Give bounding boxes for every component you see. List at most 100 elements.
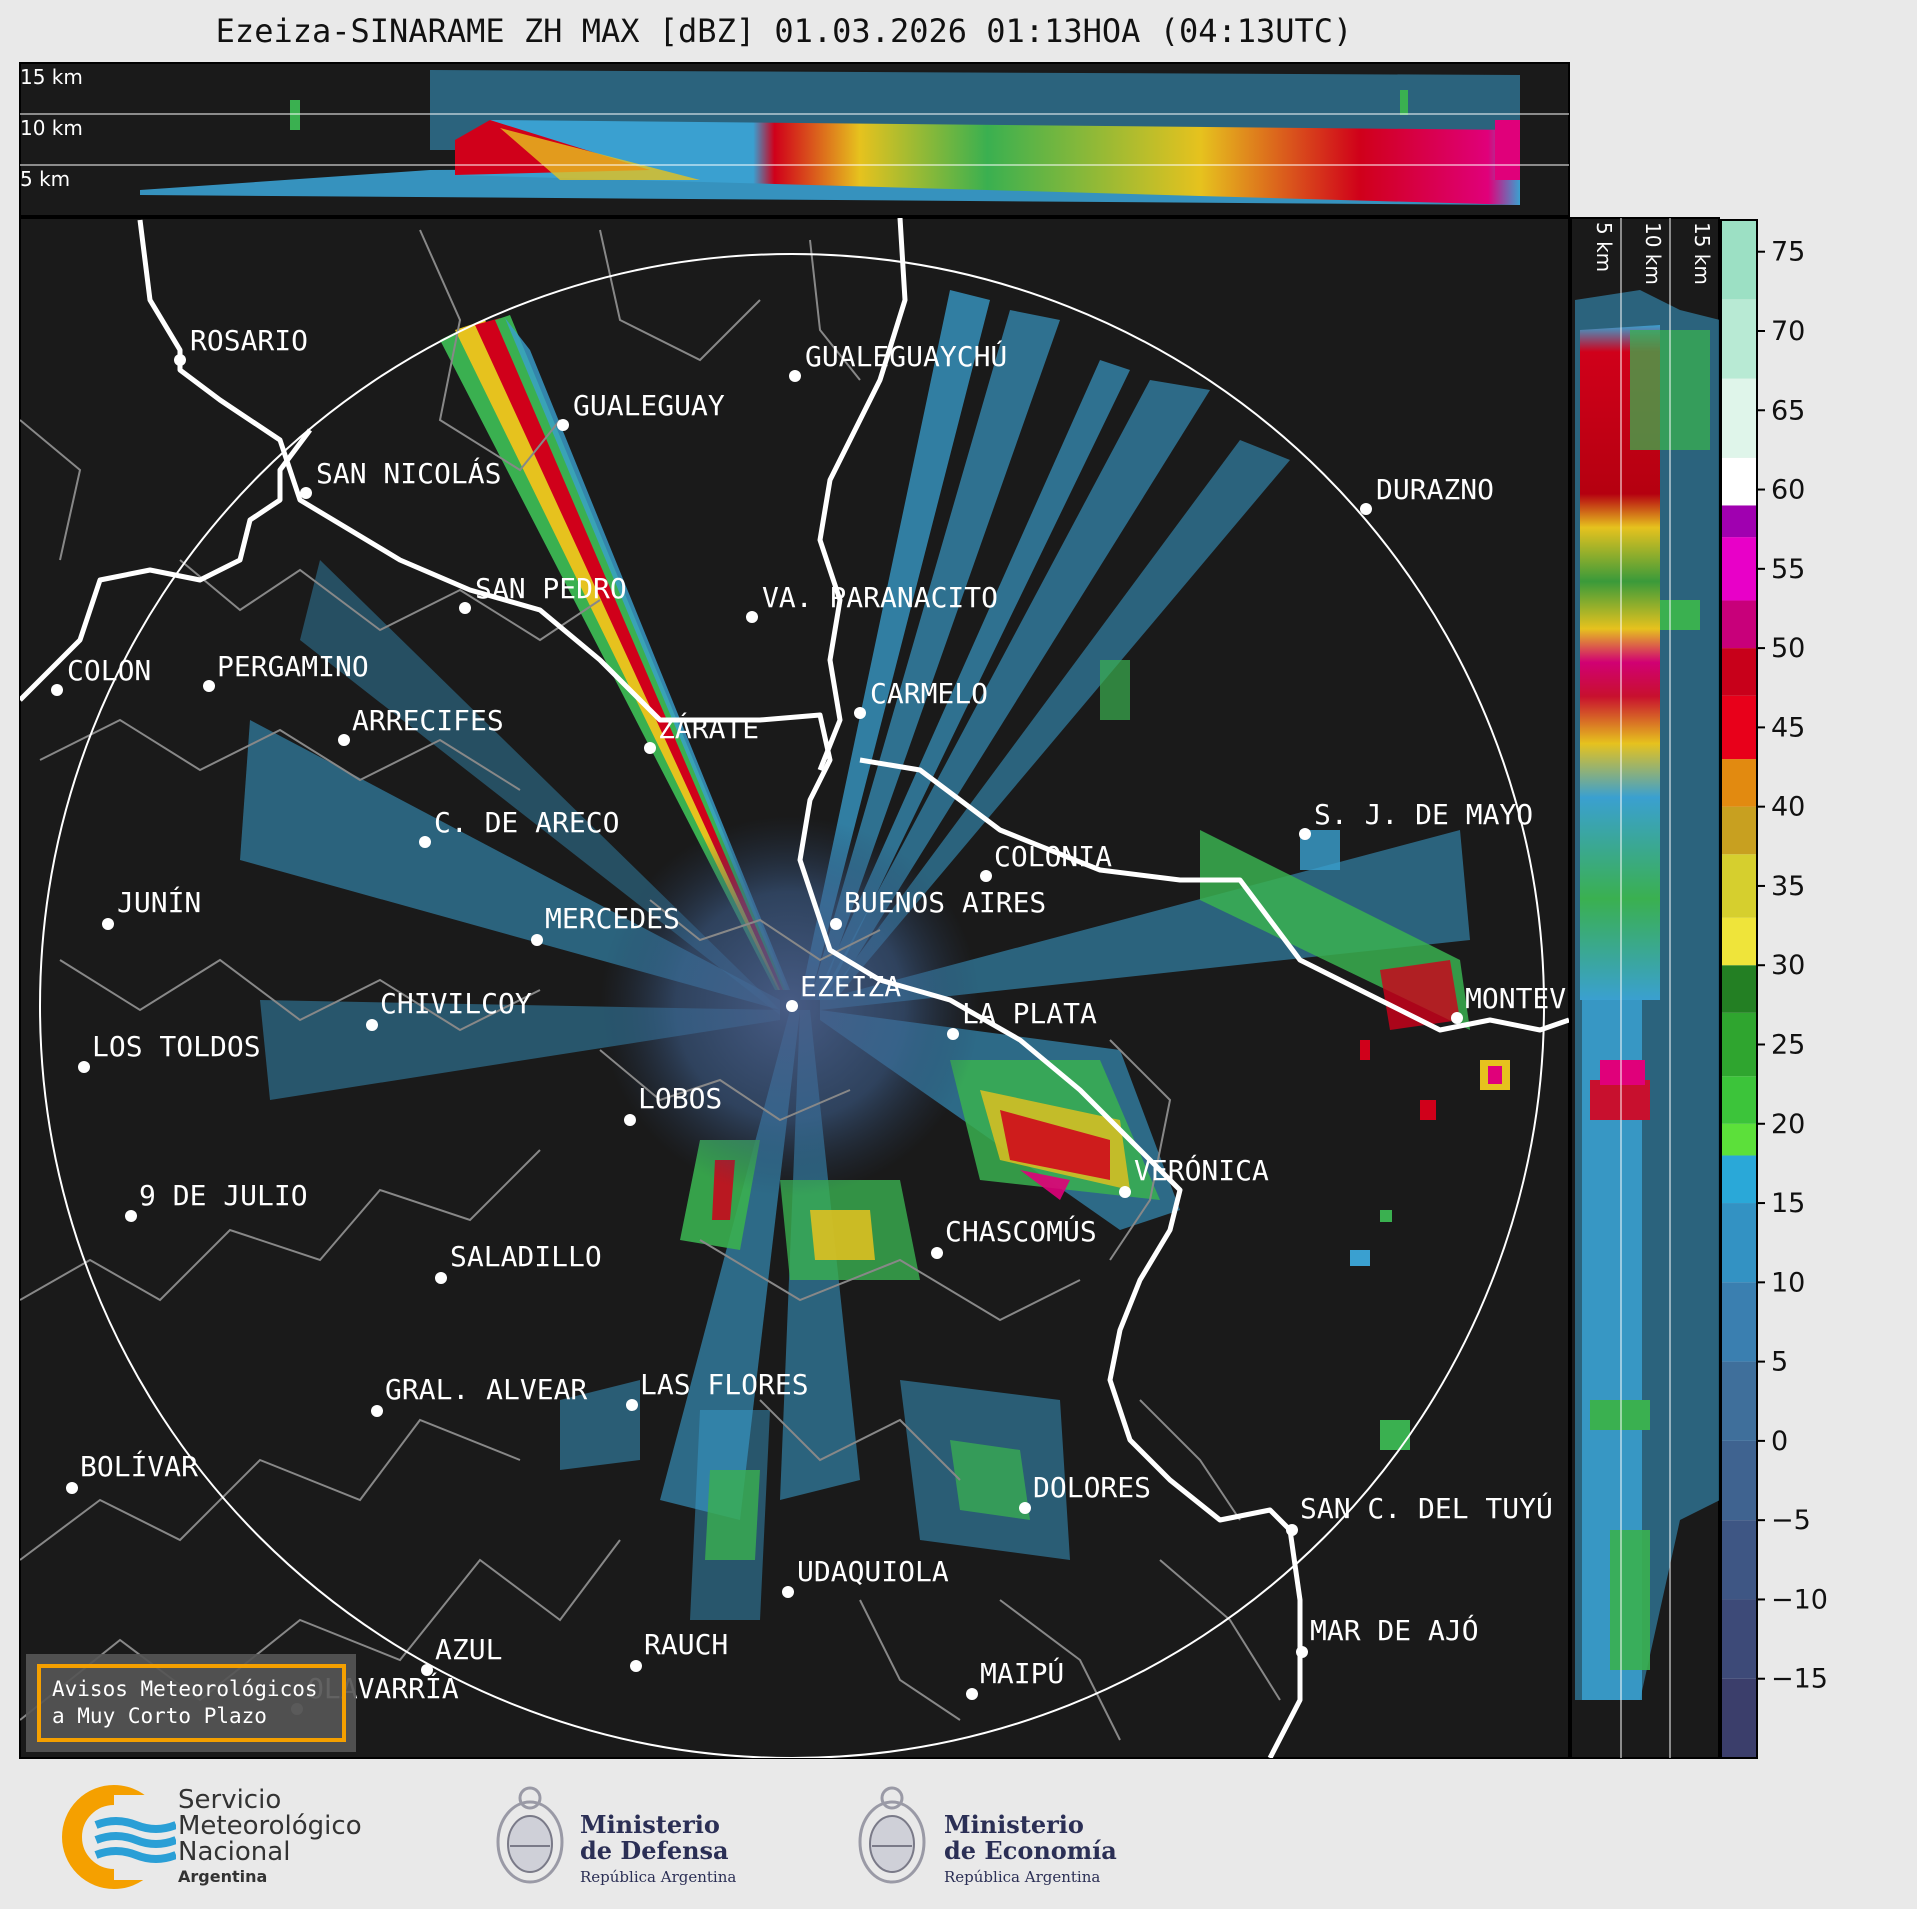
colorbar-segment <box>1721 537 1757 601</box>
economia-sub: República Argentina <box>944 1868 1101 1886</box>
city-marker[interactable]: LA PLATA <box>947 997 1097 1040</box>
smn-logo[interactable]: Servicio Meteorológico Nacional Argentin… <box>56 1785 396 1895</box>
city-marker[interactable]: MAR DE AJÓ <box>1296 1613 1479 1658</box>
city-marker[interactable]: VERÓNICA <box>1119 1153 1269 1198</box>
city-label: UDAQUIOLA <box>797 1555 949 1588</box>
city-marker[interactable]: UDAQUIOLA <box>782 1555 949 1598</box>
colorbar-tick-label: 5 <box>1771 1347 1788 1378</box>
province-borders <box>20 229 1281 1741</box>
city-label: LAS FLORES <box>640 1368 809 1401</box>
colorbar-segment <box>1721 1155 1757 1204</box>
city-label: JUNÍN <box>117 885 201 919</box>
smn-name-line1: Servicio <box>178 1785 282 1815</box>
colorbar-segment <box>1721 1440 1757 1521</box>
city-label: SAN C. DEL TUYÚ <box>1300 1491 1553 1525</box>
city-marker[interactable]: RAUCH <box>630 1628 728 1672</box>
avisos-label-line2: a Muy Corto Plazo <box>52 1704 267 1728</box>
city-marker[interactable]: DURAZNO <box>1360 473 1494 515</box>
city-marker[interactable]: BOLÍVAR <box>66 1449 198 1494</box>
city-label: DURAZNO <box>1376 473 1494 506</box>
side-height-label: 10 km <box>1641 222 1665 285</box>
city-label: MONTEV <box>1465 982 1566 1015</box>
colorbar-segment <box>1721 854 1757 918</box>
city-marker[interactable]: DOLORES <box>1019 1471 1151 1514</box>
city-label: PERGAMINO <box>217 650 369 683</box>
city-marker[interactable]: GUALEGUAYCHÚ <box>789 339 1007 382</box>
city-marker[interactable]: ZÁRATE <box>644 711 759 754</box>
radar-echoes <box>240 290 1510 1620</box>
city-marker[interactable]: C. DE ARECO <box>419 806 619 848</box>
ministerio-economia-logo[interactable]: Ministerio de Economía República Argenti… <box>852 1778 1132 1898</box>
colorbar-segment <box>1721 695 1757 760</box>
range-ring <box>39 253 1545 1758</box>
colorbar-tick-label: 65 <box>1771 395 1805 426</box>
city-label: ROSARIO <box>190 324 308 357</box>
city-marker[interactable]: SAN C. DEL TUYÚ <box>1286 1491 1553 1536</box>
city-marker[interactable]: AZUL <box>421 1633 502 1676</box>
city-marker[interactable]: ARRECIFES <box>338 704 504 746</box>
city-marker[interactable]: MERCEDES <box>531 902 680 946</box>
city-label: VA. PARANACITO <box>762 581 998 614</box>
colorbar-segments <box>1721 220 1757 1758</box>
colorbar-segment <box>1721 917 1757 966</box>
city-markers: ROSARIO GUALEGUAYCHÚ GUALEGUAY SAN NICOL… <box>51 324 1566 1715</box>
city-marker[interactable]: LOBOS <box>624 1082 722 1126</box>
smn-country: Argentina <box>178 1867 268 1886</box>
coastline <box>20 218 1569 1758</box>
colorbar-segment <box>1721 1361 1757 1441</box>
economia-line1: Ministerio <box>944 1810 1084 1839</box>
colorbar-tick-label: 40 <box>1771 792 1805 823</box>
colorbar-segment <box>1721 806 1757 855</box>
top-height-label: 10 km <box>20 116 83 140</box>
coat-of-arms-icon <box>496 1786 564 1884</box>
side-height-label: 5 km <box>1592 222 1616 272</box>
city-marker[interactable]: LAS FLORES <box>626 1368 809 1411</box>
ministerio-defensa-logo[interactable]: Ministerio de Defensa República Argentin… <box>490 1778 750 1898</box>
city-marker[interactable]: CARMELO <box>854 677 988 719</box>
city-marker[interactable]: GRAL. ALVEAR <box>371 1373 587 1417</box>
colorbar-tick-label: 20 <box>1771 1109 1805 1140</box>
colorbar-segment <box>1721 1203 1757 1283</box>
city-marker[interactable]: VA. PARANACITO <box>746 581 998 623</box>
colorbar-tick-label: 60 <box>1771 475 1805 506</box>
city-marker[interactable]: CHIVILCOY <box>366 987 532 1031</box>
city-label: MAIPÚ <box>980 1656 1064 1690</box>
colorbar-tick-label: 30 <box>1771 950 1805 981</box>
smn-name-line3: Nacional <box>178 1837 291 1867</box>
city-label: LA PLATA <box>962 997 1097 1030</box>
city-marker[interactable]: COLONIA <box>980 840 1112 882</box>
city-label: LOBOS <box>638 1082 722 1115</box>
avisos-button[interactable]: Avisos Meteorológicos a Muy Corto Plazo <box>26 1654 356 1752</box>
city-marker[interactable]: COLON <box>51 654 151 696</box>
city-marker[interactable]: S. J. DE MAYO <box>1299 798 1533 840</box>
radar-map[interactable]: ROSARIO GUALEGUAYCHÚ GUALEGUAY SAN NICOL… <box>19 217 1570 1759</box>
city-marker[interactable]: BUENOS AIRES <box>830 886 1046 930</box>
city-marker[interactable]: EZEIZA <box>786 970 901 1012</box>
colorbar-segment <box>1721 1678 1757 1758</box>
city-label: COLONIA <box>994 840 1112 873</box>
city-label: 9 DE JULIO <box>139 1179 308 1212</box>
colorbar-segment <box>1721 1520 1757 1600</box>
city-marker[interactable]: 9 DE JULIO <box>125 1179 308 1222</box>
city-marker[interactable]: SAN PEDRO <box>459 572 627 614</box>
city-marker[interactable]: SALADILLO <box>435 1240 602 1284</box>
city-marker[interactable]: ROSARIO <box>174 324 308 366</box>
city-label: COLON <box>67 654 151 687</box>
colorbar-tick-label: 55 <box>1771 554 1805 585</box>
city-label: ZÁRATE <box>658 711 759 745</box>
city-label: SALADILLO <box>450 1240 602 1273</box>
city-marker[interactable]: PERGAMINO <box>203 650 369 692</box>
city-marker[interactable]: SAN NICOLÁS <box>300 456 501 499</box>
city-marker[interactable]: JUNÍN <box>102 885 201 930</box>
city-marker[interactable]: CHASCOMÚS <box>931 1214 1097 1259</box>
city-label: DOLORES <box>1033 1471 1151 1504</box>
city-marker[interactable]: GUALEGUAY <box>557 389 725 431</box>
map-title: Ezeiza-SINARAME ZH MAX [dBZ] 01.03.2026 … <box>215 12 1353 50</box>
city-marker[interactable]: LOS TOLDOS <box>78 1030 261 1073</box>
city-marker[interactable]: MONTEV <box>1451 982 1566 1024</box>
colorbar-segment <box>1721 759 1757 807</box>
city-label: CHIVILCOY <box>380 987 532 1020</box>
city-label: MERCEDES <box>545 902 680 935</box>
city-marker[interactable]: MAIPÚ <box>966 1656 1064 1700</box>
